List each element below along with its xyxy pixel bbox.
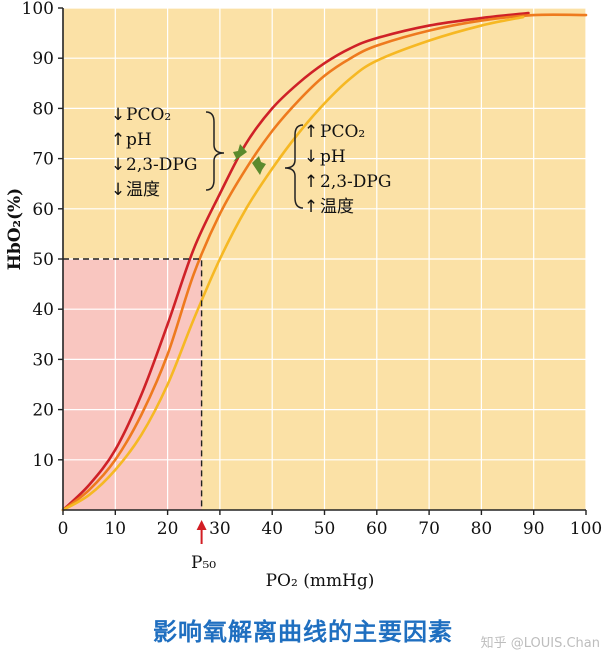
p50-shaded-region [63,259,202,510]
p50-dashed-guide [63,258,203,510]
curve-series-3 [61,15,525,512]
y-tick-label: 90 [32,49,54,69]
left-factor-arrow-4: ↓ [111,180,125,200]
x-tick-label: 60 [366,519,388,539]
y-tick-label: 50 [32,250,54,270]
x-tick-label: 70 [418,519,440,539]
right-factor-label-2: pH [320,147,346,167]
right-shift-arrow [252,156,266,175]
y-tick-label: 40 [32,300,54,320]
y-tick-label: 70 [32,150,54,170]
y-tick-label: 100 [22,0,54,19]
p50-label: P₅₀ [191,553,216,573]
x-tick-label: 10 [104,519,126,539]
x-axis-label: PO₂ (mmHg) [266,571,375,591]
y-axis-label: HbO₂(%) [5,188,25,270]
right-factor-label-1: PCO₂ [320,122,365,142]
x-tick-label: 90 [523,519,545,539]
curve-series-1 [61,11,530,512]
y-tick-label: 60 [32,200,54,220]
watermark: 知乎 @LOUIS.Chan [480,636,600,651]
right-factor-arrow-1: ↑ [304,122,318,142]
right-factor-label-4: 温度 [320,197,354,217]
left-factor-label-1: PCO₂ [126,105,171,125]
left-brace [205,111,225,191]
x-tick-label: 0 [58,519,69,539]
left-factor-label-4: 温度 [126,180,160,200]
curve-series-2 [61,13,588,512]
right-factor-arrow-3: ↑ [304,172,318,192]
right-factor-arrow-4: ↑ [304,197,318,217]
left-shift-arrow [233,144,247,162]
chart-caption: 影响氧解离曲线的主要因素 [153,618,453,646]
y-tick-label: 80 [32,99,54,119]
x-tick-label: 80 [471,519,493,539]
left-factor-arrow-2: ↑ [111,130,125,150]
y-tick-label: 20 [32,401,54,421]
x-tick-label: 30 [209,519,231,539]
left-factor-label-3: 2,3-DPG [126,155,197,175]
x-tick-label: 40 [261,519,283,539]
y-tick-label: 10 [32,451,54,471]
left-factor-label-2: pH [126,130,152,150]
x-tick-label: 20 [157,519,179,539]
x-tick-label: 100 [570,519,602,539]
right-factor-label-3: 2,3-DPG [320,172,391,192]
left-factor-arrow-3: ↓ [111,155,125,175]
left-factor-arrow-1: ↓ [111,105,125,125]
right-factor-arrow-2: ↓ [304,147,318,167]
y-tick-label: 30 [32,350,54,370]
p50-arrow-head [196,520,207,530]
right-brace [284,124,304,209]
x-tick-label: 50 [314,519,336,539]
